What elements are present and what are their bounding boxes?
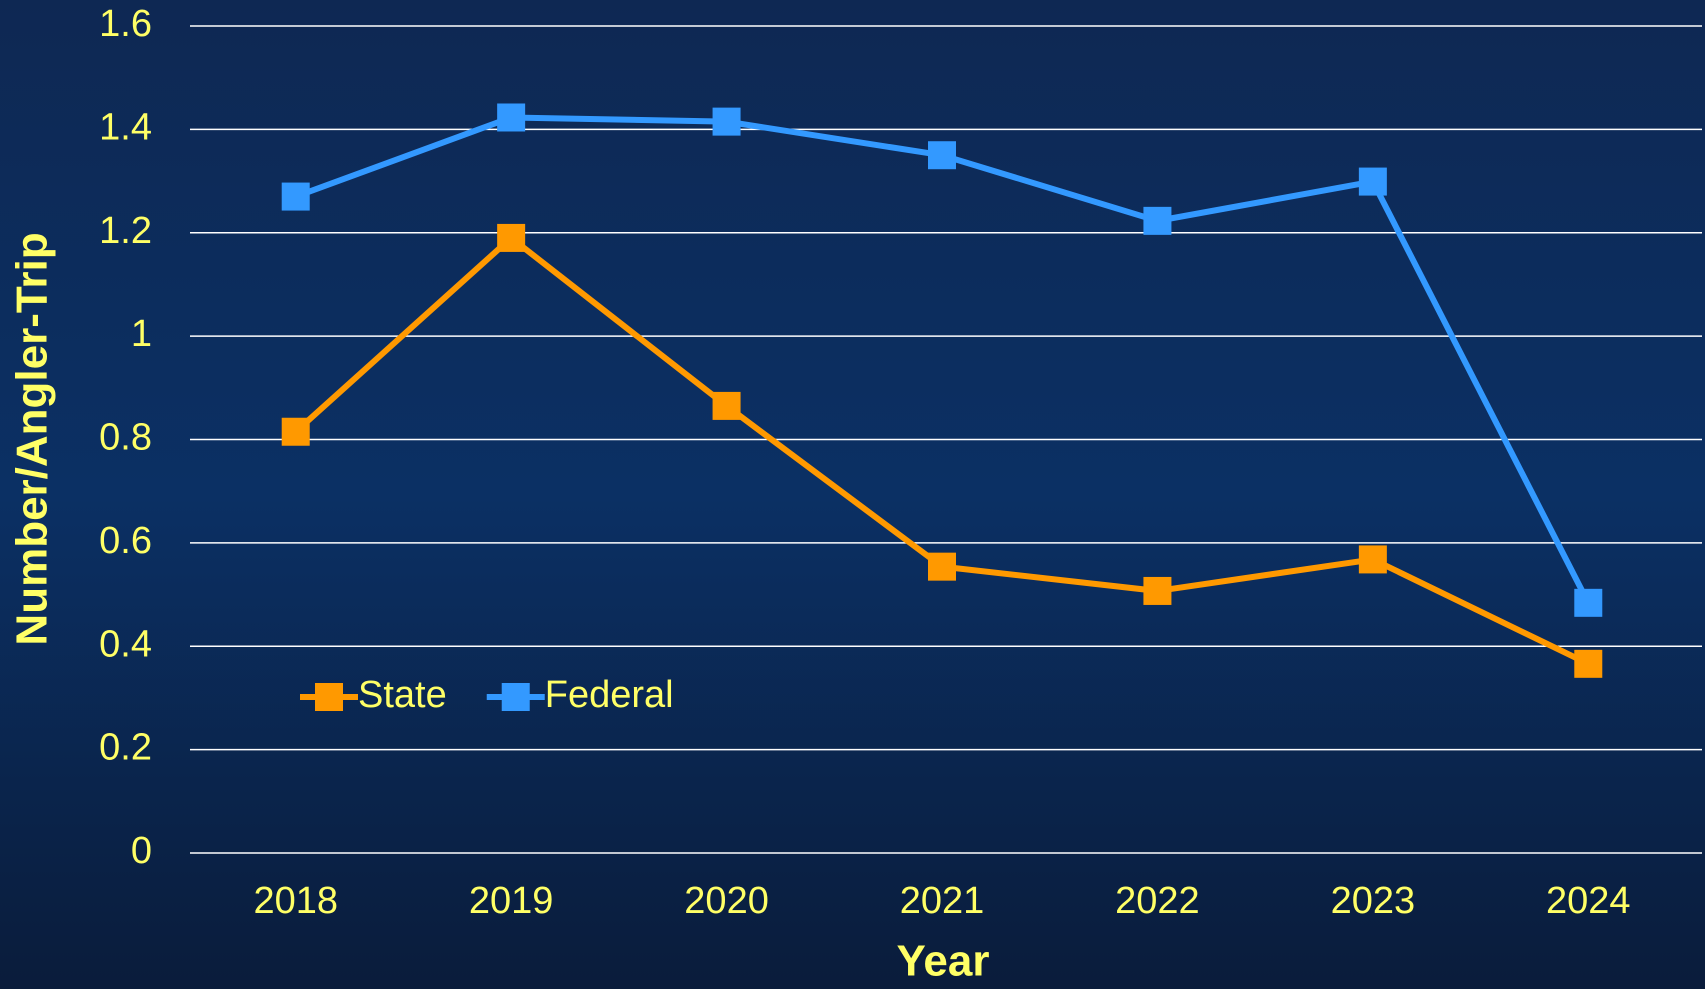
legend-marker — [501, 683, 530, 711]
y-tick-label: 1.6 — [99, 3, 152, 45]
point-marker — [1574, 649, 1603, 678]
y-axis-title: Number/Angler-Trip — [8, 232, 57, 645]
y-tick-label: 0.6 — [99, 520, 152, 562]
x-tick-label: 2023 — [1331, 880, 1416, 922]
y-tick-label: 0.4 — [99, 623, 152, 665]
point-marker — [1143, 576, 1172, 605]
x-tick-label: 2022 — [1115, 880, 1200, 922]
legend-marker — [315, 683, 343, 711]
point-marker — [497, 103, 526, 132]
point-marker — [497, 223, 526, 252]
x-tick-label: 2019 — [469, 880, 554, 922]
y-tick-label: 1.4 — [99, 106, 152, 148]
y-tick-label: 0 — [131, 830, 152, 872]
x-axis-title: Year — [897, 937, 990, 986]
x-tick-label: 2020 — [684, 880, 769, 922]
point-marker — [1358, 545, 1387, 574]
point-marker — [928, 141, 956, 170]
x-tick-label: 2021 — [900, 880, 985, 922]
point-marker — [712, 107, 741, 136]
point-marker — [712, 391, 741, 420]
point-marker — [1358, 167, 1387, 196]
point-marker — [281, 182, 310, 211]
point-marker — [928, 552, 956, 581]
y-tick-label: 1 — [131, 313, 152, 355]
legend-label: Federal — [545, 674, 674, 716]
point-marker — [1143, 206, 1172, 235]
y-tick-label: 1.2 — [99, 210, 152, 252]
point-marker — [1574, 588, 1603, 617]
legend-label: State — [358, 674, 447, 716]
x-tick-label: 2024 — [1546, 880, 1631, 922]
x-tick-label: 2018 — [253, 880, 338, 922]
y-tick-label: 0.2 — [99, 727, 152, 769]
y-tick-label: 0.8 — [99, 417, 152, 459]
point-marker — [281, 417, 310, 446]
